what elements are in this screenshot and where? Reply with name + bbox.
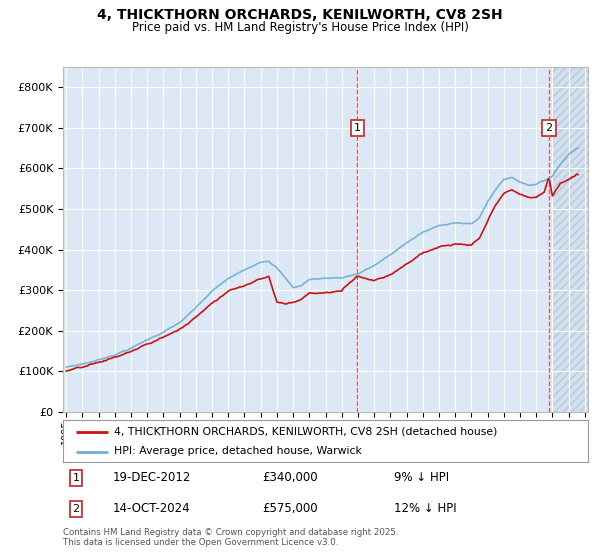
Text: 4, THICKTHORN ORCHARDS, KENILWORTH, CV8 2SH (detached house): 4, THICKTHORN ORCHARDS, KENILWORTH, CV8 …	[115, 427, 498, 437]
Bar	[553, 67, 588, 412]
Bar	[553, 67, 588, 412]
Text: Price paid vs. HM Land Registry's House Price Index (HPI): Price paid vs. HM Land Registry's House …	[131, 21, 469, 34]
Text: 2: 2	[545, 123, 553, 133]
Text: 1: 1	[354, 123, 361, 133]
Text: 2: 2	[73, 504, 80, 514]
Text: 12% ↓ HPI: 12% ↓ HPI	[394, 502, 457, 515]
Text: HPI: Average price, detached house, Warwick: HPI: Average price, detached house, Warw…	[115, 446, 362, 456]
Text: 14-OCT-2024: 14-OCT-2024	[113, 502, 191, 515]
Text: £575,000: £575,000	[263, 502, 318, 515]
Text: Contains HM Land Registry data © Crown copyright and database right 2025.
This d: Contains HM Land Registry data © Crown c…	[63, 528, 398, 547]
Text: £340,000: £340,000	[263, 471, 318, 484]
Text: 4, THICKTHORN ORCHARDS, KENILWORTH, CV8 2SH: 4, THICKTHORN ORCHARDS, KENILWORTH, CV8 …	[97, 8, 503, 22]
Text: 19-DEC-2012: 19-DEC-2012	[113, 471, 191, 484]
Text: 1: 1	[73, 473, 80, 483]
Text: 9% ↓ HPI: 9% ↓ HPI	[394, 471, 449, 484]
